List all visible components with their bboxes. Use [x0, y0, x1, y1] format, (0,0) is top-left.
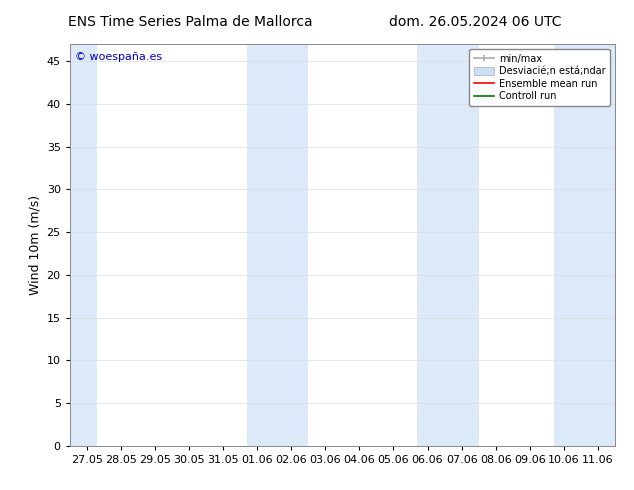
Bar: [70, 44, 97, 446]
Bar: [417, 44, 479, 446]
Bar: [247, 44, 308, 446]
Legend: min/max, Desviacié;n está;ndar, Ensemble mean run, Controll run: min/max, Desviacié;n está;ndar, Ensemble…: [469, 49, 610, 106]
Text: © woespaña.es: © woespaña.es: [75, 52, 162, 62]
Text: dom. 26.05.2024 06 UTC: dom. 26.05.2024 06 UTC: [389, 15, 562, 29]
Text: ENS Time Series Palma de Mallorca: ENS Time Series Palma de Mallorca: [68, 15, 313, 29]
Y-axis label: Wind 10m (m/s): Wind 10m (m/s): [28, 195, 41, 295]
Bar: [553, 44, 615, 446]
